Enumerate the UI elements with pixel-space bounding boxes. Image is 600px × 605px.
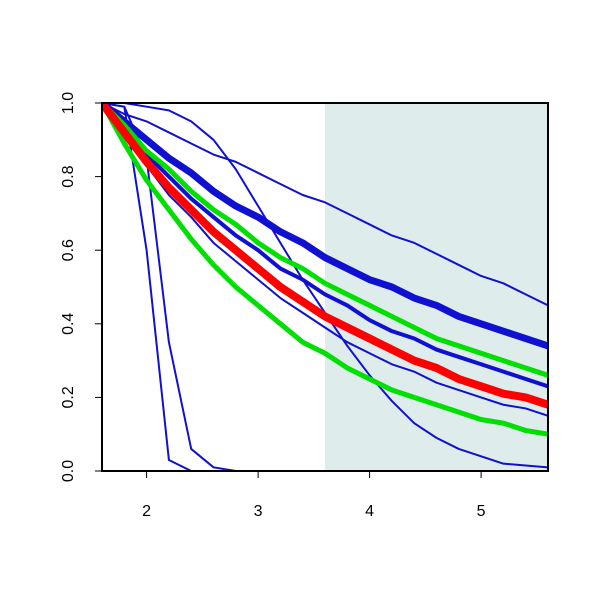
- y-tick-label: 0.2: [60, 386, 77, 408]
- series-line: [102, 103, 548, 409]
- series-line: [102, 103, 548, 437]
- series-line: [102, 103, 548, 417]
- x-tick-label: 4: [365, 503, 374, 520]
- plot-frame: [101, 102, 549, 472]
- series-line: [102, 103, 548, 307]
- y-tick-label: 0.0: [60, 460, 77, 482]
- series-line: [102, 103, 548, 389]
- series-line: [102, 103, 548, 350]
- x-tick-label: 3: [254, 503, 263, 520]
- y-tick-label: 0.8: [60, 165, 77, 187]
- series-line: [102, 103, 548, 471]
- series-line: [102, 103, 548, 471]
- x-tick-label: 2: [142, 503, 151, 520]
- y-tick-label: 0.4: [60, 313, 77, 335]
- x-tick-label: 5: [477, 503, 486, 520]
- series-line: [102, 103, 548, 378]
- y-tick-label: 0.6: [60, 239, 77, 261]
- y-tick-label: 1.0: [60, 92, 77, 114]
- shaded-region: [325, 103, 548, 471]
